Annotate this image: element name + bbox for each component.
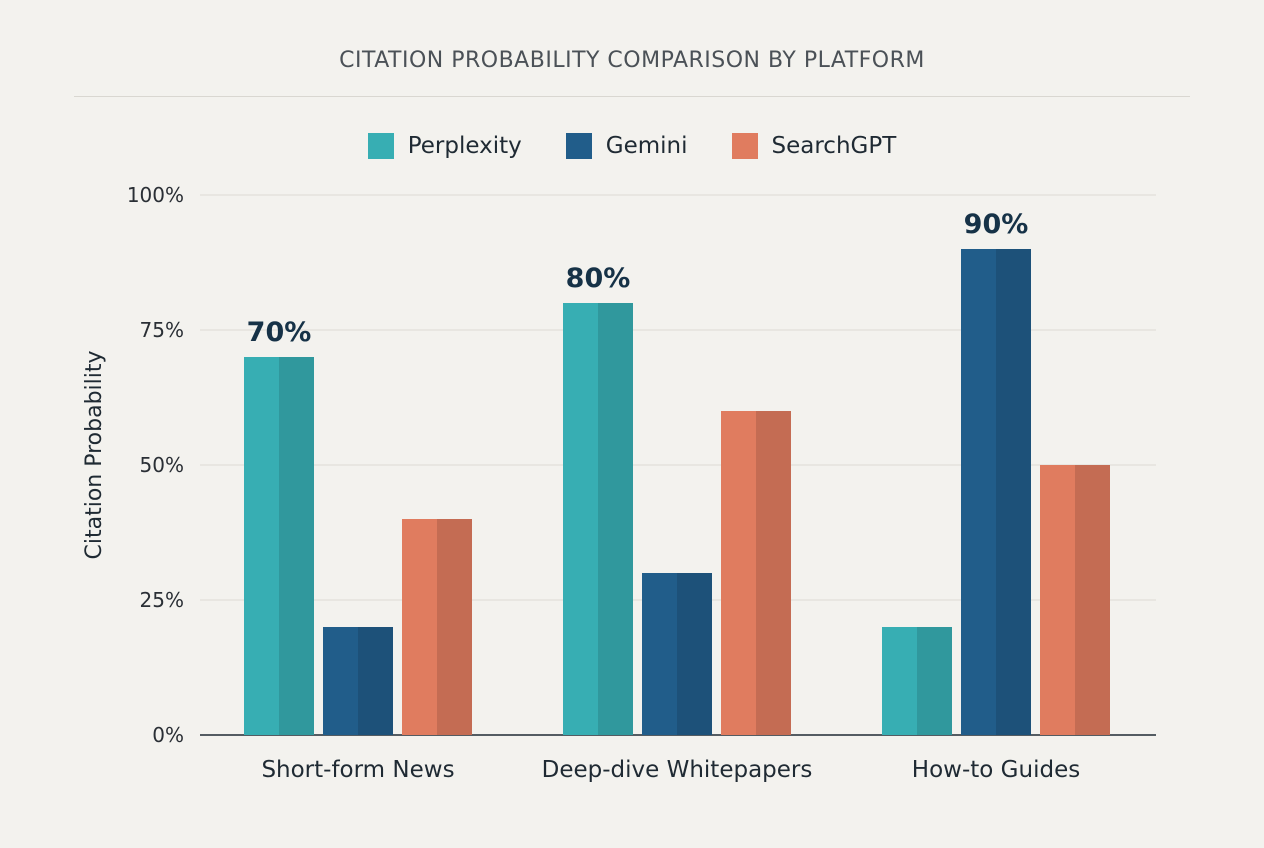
bar-shade — [917, 627, 952, 735]
y-tick-label-0: 0% — [152, 723, 184, 747]
bar-shade — [437, 519, 472, 735]
bar-fill — [721, 411, 791, 735]
bar-shade — [1075, 465, 1110, 735]
bar-fill — [882, 627, 952, 735]
bar-shade — [279, 357, 314, 735]
y-tick-label-25: 25% — [140, 588, 184, 612]
y-tick-labels: 0% 25% 50% 75% 100% — [127, 183, 184, 747]
category-labels: Short-form News Deep-dive Whitepapers How-… — [261, 757, 1080, 783]
bar-fill — [1040, 465, 1110, 735]
chart-legend: Perplexity Gemini SearchGPT — [0, 128, 1264, 164]
bar-fill — [642, 573, 712, 735]
bar-shade — [756, 411, 791, 735]
title-divider — [74, 96, 1190, 97]
legend-label-perplexity: Perplexity — [407, 133, 522, 159]
data-label-short-form-news-perplexity: 70% — [247, 317, 312, 348]
legend-item-perplexity: Perplexity — [367, 133, 522, 159]
legend-label-searchgpt: SearchGPT — [771, 133, 897, 159]
data-label-how-to-guides-gemini: 90% — [964, 209, 1029, 240]
bar-how-to-guides-gemini — [961, 249, 1031, 735]
bar-fill — [244, 357, 314, 735]
bar-deep-dive-whitepapers-gemini — [642, 573, 712, 735]
legend-swatch-perplexity — [367, 133, 394, 159]
legend-swatch-gemini — [565, 133, 592, 159]
bar-deep-dive-whitepapers-perplexity — [563, 303, 633, 735]
data-label-deep-dive-whitepapers-perplexity: 80% — [566, 263, 631, 294]
legend-label-gemini: Gemini — [605, 133, 688, 159]
category-label-how-to-guides: How-to Guides — [912, 757, 1080, 783]
bar-deep-dive-whitepapers-searchgpt — [721, 411, 791, 735]
bar-fill — [563, 303, 633, 735]
bar-short-form-news-gemini — [323, 627, 393, 735]
y-axis-label: Citation Probability — [82, 350, 107, 559]
bar-fill — [402, 519, 472, 735]
data-labels: 70% 80% 90% — [247, 209, 1029, 348]
bar-how-to-guides-searchgpt — [1040, 465, 1110, 735]
bar-how-to-guides-perplexity — [882, 627, 952, 735]
bar-shade — [677, 573, 712, 735]
legend-swatch-searchgpt — [731, 133, 758, 159]
bar-shade — [598, 303, 633, 735]
chart-title: CITATION PROBABILITY COMPARISON BY PLATF… — [339, 48, 925, 73]
legend-item-gemini: Gemini — [565, 133, 688, 159]
bar-shade — [358, 627, 393, 735]
bar-fill — [323, 627, 393, 735]
category-label-short-form-news: Short-form News — [261, 757, 454, 783]
bar-short-form-news-searchgpt — [402, 519, 472, 735]
bar-fill — [961, 249, 1031, 735]
bars — [244, 249, 1110, 735]
legend-item-searchgpt: SearchGPT — [731, 133, 897, 159]
y-tick-label-75: 75% — [140, 318, 184, 342]
y-tick-label-100: 100% — [127, 183, 184, 207]
y-tick-label-50: 50% — [140, 453, 184, 477]
bar-short-form-news-perplexity — [244, 357, 314, 735]
bar-shade — [996, 249, 1031, 735]
category-label-deep-dive-whitepapers: Deep-dive Whitepapers — [542, 757, 813, 783]
